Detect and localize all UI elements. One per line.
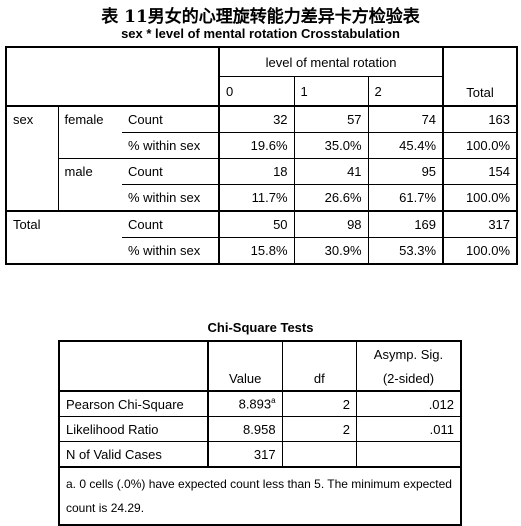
cell-value: 74 <box>367 105 444 133</box>
cell-total: 163 <box>442 105 518 133</box>
col-header: Asymp. Sig. <box>355 341 461 366</box>
cell-value: .012 <box>355 390 461 417</box>
chisq-table: Value df Asymp. Sig. (2-sided) Pearson C… <box>58 340 462 526</box>
row-var-label: sex <box>6 105 58 211</box>
chisq-title: Chi-Square Tests <box>207 320 314 335</box>
cell-value: 317 <box>206 441 283 467</box>
row-label: Likelihood Ratio <box>59 416 208 442</box>
table-caption: 表 11男女的心理旋转能力差异卡方检验表 <box>101 7 420 27</box>
cell-value: 41 <box>293 158 369 185</box>
col-header: 1 <box>293 76 369 106</box>
row-label: Pearson Chi-Square <box>59 390 208 417</box>
stat-label: % within sex <box>122 184 220 211</box>
cell-value: 8.958 <box>206 416 283 442</box>
cell-value: 45.4% <box>367 132 444 159</box>
stat-label: Count <box>122 105 220 133</box>
cell-value: 8.893a <box>206 390 283 417</box>
cell-total: 100.0% <box>442 132 518 159</box>
stat-label: % within sex <box>122 132 220 159</box>
table-row: % within sex 11.7% 26.6% 61.7% 100.0% <box>6 184 518 211</box>
table-row: male Count 18 41 95 154 <box>6 158 518 185</box>
cell-value: 15.8% <box>218 237 295 264</box>
group-label <box>57 132 122 159</box>
cell-value: 61.7% <box>367 184 444 211</box>
cell-value: 95 <box>367 158 444 185</box>
group-label: male <box>57 158 122 185</box>
cell-value: 57 <box>293 105 369 133</box>
col-header: df <box>281 341 357 391</box>
cell-value: 169 <box>367 210 444 238</box>
footnote: a. 0 cells (.0%) have expected count les… <box>59 466 461 525</box>
table-row: Pearson Chi-Square 8.893a 2 .012 <box>59 390 461 417</box>
cell-value: 18 <box>218 158 295 185</box>
cell-value <box>281 441 357 467</box>
stat-label: Count <box>122 210 220 238</box>
col-header: (2-sided) <box>355 366 461 391</box>
stat-label: Count <box>122 158 220 185</box>
cell-total: 154 <box>442 158 518 185</box>
cell-value: 19.6% <box>218 132 295 159</box>
col-header: 0 <box>218 76 295 106</box>
cell-value: 2 <box>281 390 357 417</box>
table-row: N of Valid Cases 317 <box>59 441 461 467</box>
row-label: N of Valid Cases <box>59 441 208 467</box>
cell-total: 100.0% <box>442 237 518 264</box>
total-header: Total <box>442 47 518 106</box>
cell-value: 30.9% <box>293 237 369 264</box>
table-row: % within sex 19.6% 35.0% 45.4% 100.0% <box>6 132 518 159</box>
crosstab-table: level of mental rotation Total 0 1 2 sex… <box>5 46 519 265</box>
table-row: sex female Count 32 57 74 163 <box>6 105 518 211</box>
cell-value: 53.3% <box>367 237 444 264</box>
cell-value: .011 <box>355 416 461 442</box>
cell-value: 98 <box>293 210 369 238</box>
cell-value: 2 <box>281 416 357 442</box>
cell-value <box>355 441 461 467</box>
crosstab-title: sex * level of mental rotation Crosstabu… <box>121 26 400 41</box>
col-header: Value <box>206 341 283 391</box>
group-label <box>57 184 122 211</box>
cell-value: 50 <box>218 210 295 238</box>
group-header: level of mental rotation <box>218 47 444 77</box>
cell-value: 26.6% <box>293 184 369 211</box>
table-row: Likelihood Ratio 8.958 2 .011 <box>59 416 461 442</box>
cell-value: 35.0% <box>293 132 369 159</box>
table-row: Total Count 50 98 169 317 <box>6 210 518 264</box>
group-label: female <box>57 105 122 133</box>
col-header: 2 <box>367 76 444 106</box>
cell-total: 100.0% <box>442 184 518 211</box>
cell-value: 11.7% <box>218 184 295 211</box>
stat-label: % within sex <box>122 237 220 264</box>
cell-total: 317 <box>442 210 518 238</box>
total-row-label: Total <box>6 210 122 264</box>
table-row: % within sex 15.8% 30.9% 53.3% 100.0% <box>6 237 518 264</box>
cell-value: 32 <box>218 105 295 133</box>
